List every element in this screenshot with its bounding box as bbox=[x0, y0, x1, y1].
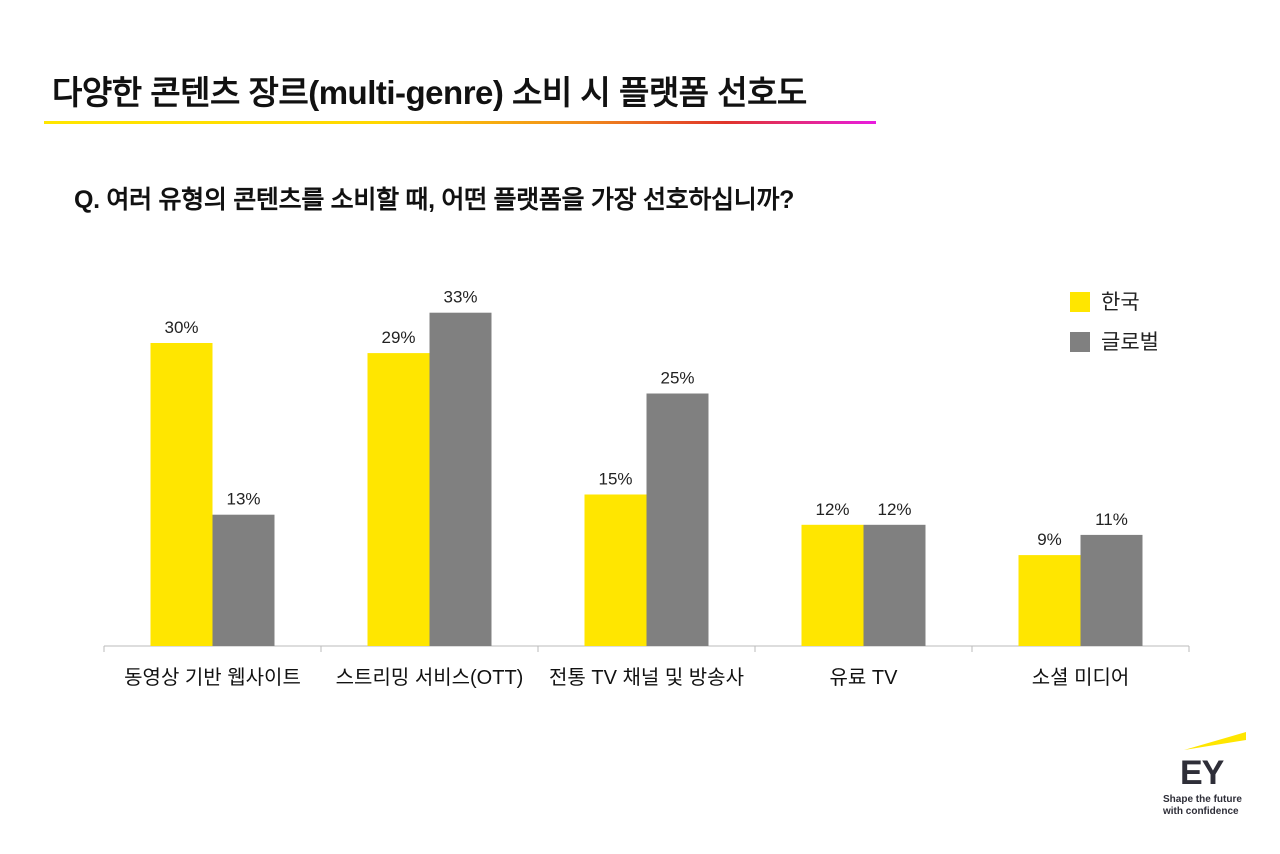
survey-question: Q. 여러 유형의 콘텐츠를 소비할 때, 어떤 플랫폼을 가장 선호하십니까? bbox=[74, 186, 795, 214]
x-tick-label: 유료 TV bbox=[830, 667, 899, 689]
data-label: 13% bbox=[226, 490, 260, 509]
x-tick-label: 소셜 미디어 bbox=[1032, 666, 1130, 689]
legend-label: 글로벌 bbox=[1101, 331, 1159, 354]
bar-korea bbox=[150, 343, 213, 646]
ey-beam-icon bbox=[1184, 732, 1246, 750]
x-tick-label: 전통 TV 채널 및 방송사 bbox=[549, 666, 744, 689]
bar-global bbox=[863, 524, 926, 646]
page-title: 다양한 콘텐츠 장르(multi-genre) 소비 시 플랫폼 선호도 bbox=[52, 74, 807, 111]
bar-korea bbox=[367, 353, 430, 646]
data-label: 15% bbox=[598, 470, 632, 489]
bar-korea bbox=[584, 494, 647, 646]
bar-global bbox=[646, 393, 709, 646]
data-label: 25% bbox=[660, 369, 694, 388]
data-label: 12% bbox=[877, 500, 911, 519]
data-label: 9% bbox=[1037, 530, 1062, 549]
title-underline bbox=[44, 121, 876, 124]
ey-logo: EY Shape the future with confidence bbox=[1160, 730, 1255, 825]
bar-global bbox=[1080, 534, 1143, 646]
ey-logo-mark: EY bbox=[1180, 754, 1224, 792]
bar-korea bbox=[801, 524, 864, 646]
bar-global bbox=[212, 514, 275, 646]
bar-global bbox=[429, 312, 492, 646]
data-label: 12% bbox=[815, 500, 849, 519]
ey-tagline: Shape the future with confidence bbox=[1163, 794, 1242, 817]
bar-korea bbox=[1018, 555, 1081, 646]
legend-swatch bbox=[1070, 332, 1090, 352]
legend-swatch bbox=[1070, 292, 1090, 312]
data-label: 30% bbox=[164, 318, 198, 337]
data-label: 33% bbox=[443, 288, 477, 307]
data-label: 29% bbox=[381, 328, 415, 347]
x-tick-label: 스트리밍 서비스(OTT) bbox=[336, 666, 524, 689]
legend-label: 한국 bbox=[1101, 291, 1140, 314]
x-tick-label: 동영상 기반 웹사이트 bbox=[124, 666, 301, 689]
data-label: 11% bbox=[1095, 510, 1128, 529]
